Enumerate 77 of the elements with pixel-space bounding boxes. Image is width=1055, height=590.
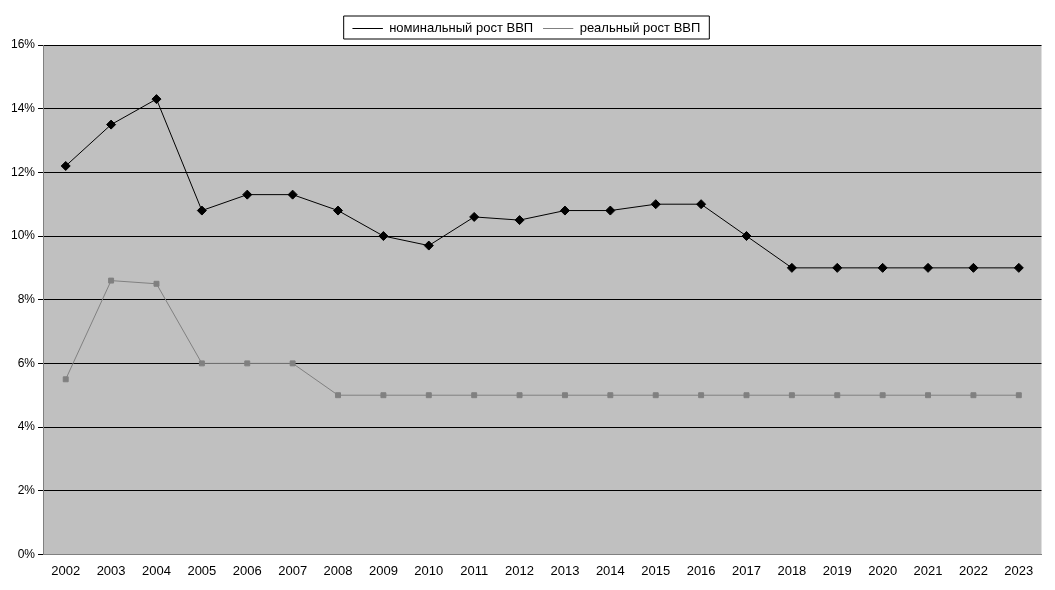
point <box>244 360 251 367</box>
point <box>378 231 389 242</box>
point <box>741 231 752 242</box>
point <box>514 215 525 226</box>
point <box>925 392 932 399</box>
y-tick-label: 0% <box>17 546 36 561</box>
point <box>607 392 614 399</box>
point <box>1015 392 1022 399</box>
point <box>696 199 707 210</box>
y-tick-label: 10% <box>10 228 36 243</box>
point <box>333 205 344 216</box>
point <box>834 392 841 399</box>
x-tick-label: 2009 <box>368 562 398 578</box>
point <box>561 392 568 399</box>
point <box>968 262 979 273</box>
x-tick-label: 2013 <box>550 562 580 578</box>
point <box>605 205 616 216</box>
point <box>289 360 296 367</box>
point <box>423 240 434 251</box>
x-tick-label: 2006 <box>232 562 262 578</box>
point <box>970 392 977 399</box>
x-tick-label: 2014 <box>595 562 625 578</box>
point <box>786 262 797 273</box>
point <box>559 205 570 216</box>
point <box>287 189 298 200</box>
y-tick-label: 8% <box>17 292 36 307</box>
y-tick-label: 2% <box>17 483 36 498</box>
x-tick-label: 2007 <box>278 562 308 578</box>
point <box>153 280 160 287</box>
point <box>471 392 478 399</box>
point <box>879 392 886 399</box>
point <box>335 392 341 399</box>
x-tick-label: 2023 <box>1004 562 1034 578</box>
x-tick-label: 2011 <box>460 562 489 578</box>
point <box>380 392 387 399</box>
x-tick-label: 2010 <box>414 562 444 578</box>
point <box>650 199 661 210</box>
x-tick-label: 2019 <box>822 562 852 578</box>
x-tick-label: 2004 <box>142 562 171 578</box>
point <box>743 392 750 399</box>
x-tick-label: 2008 <box>323 562 353 578</box>
y-tick-label: 14% <box>10 100 36 115</box>
point <box>877 262 888 273</box>
legend-label: реальный рост ВВП <box>579 20 701 36</box>
x-tick-label: 2020 <box>868 562 898 578</box>
point <box>698 392 705 399</box>
point <box>516 392 523 399</box>
x-tick-label: 2021 <box>913 562 943 578</box>
point <box>469 211 480 222</box>
legend-label: номинальный рост ВВП <box>389 20 534 36</box>
point <box>425 392 432 399</box>
point <box>652 392 659 399</box>
x-tick-label: 2016 <box>686 562 716 578</box>
point <box>832 262 843 273</box>
y-tick-label: 6% <box>17 355 36 370</box>
point <box>788 392 795 399</box>
x-tick-label: 2005 <box>187 562 217 578</box>
point <box>196 205 207 216</box>
point <box>62 376 69 383</box>
y-tick-label: 4% <box>17 419 36 434</box>
x-tick-label: 2015 <box>641 562 671 578</box>
point <box>1013 262 1024 273</box>
point <box>923 262 934 273</box>
x-tick-label: 2002 <box>51 562 81 578</box>
point <box>108 277 115 284</box>
point <box>106 119 117 130</box>
x-tick-label: 2003 <box>96 562 126 578</box>
x-tick-label: 2022 <box>958 562 988 578</box>
x-tick-label: 2017 <box>732 562 761 578</box>
x-tick-label: 2012 <box>505 562 535 578</box>
y-tick-label: 12% <box>10 164 36 179</box>
y-tick-label: 16% <box>10 37 36 52</box>
point <box>198 360 205 367</box>
x-tick-label: 2018 <box>777 562 807 578</box>
point <box>60 160 71 171</box>
point <box>151 94 162 105</box>
point <box>242 189 253 200</box>
